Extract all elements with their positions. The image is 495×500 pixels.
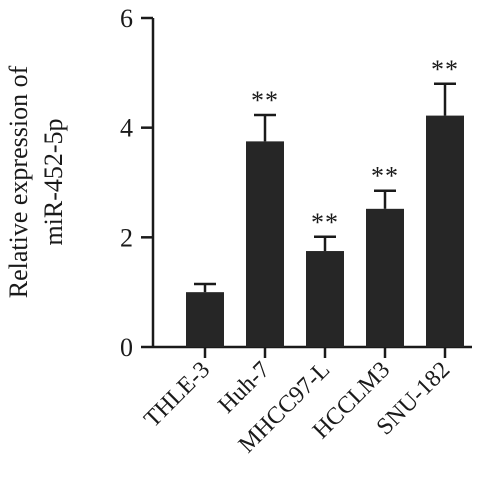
bar — [366, 208, 404, 347]
significance-label: ** — [311, 208, 339, 237]
y-tick-label: 4 — [120, 114, 133, 143]
y-axis-title-line: Relative expression of — [4, 65, 33, 298]
y-tick-label: 2 — [120, 223, 133, 252]
bar — [246, 141, 284, 347]
bar — [186, 292, 224, 347]
bar — [306, 251, 344, 347]
bar — [426, 115, 464, 347]
y-axis-title-line: miR-452-5p — [39, 118, 68, 245]
significance-label: ** — [431, 55, 459, 84]
significance-label: ** — [251, 86, 279, 115]
y-axis: 0 2 4 6 — [120, 4, 155, 362]
y-axis-title: Relative expression of miR-452-5p — [4, 65, 68, 298]
error-bars — [194, 82, 456, 293]
y-tick-label: 6 — [120, 4, 133, 33]
bar-series — [186, 115, 464, 347]
significance-label: ** — [371, 162, 399, 191]
y-tick-label: 0 — [120, 333, 133, 362]
significance-marks: ** ** ** ** — [251, 55, 459, 237]
x-axis — [153, 345, 472, 358]
x-tick-label: THLE-3 — [139, 357, 215, 433]
